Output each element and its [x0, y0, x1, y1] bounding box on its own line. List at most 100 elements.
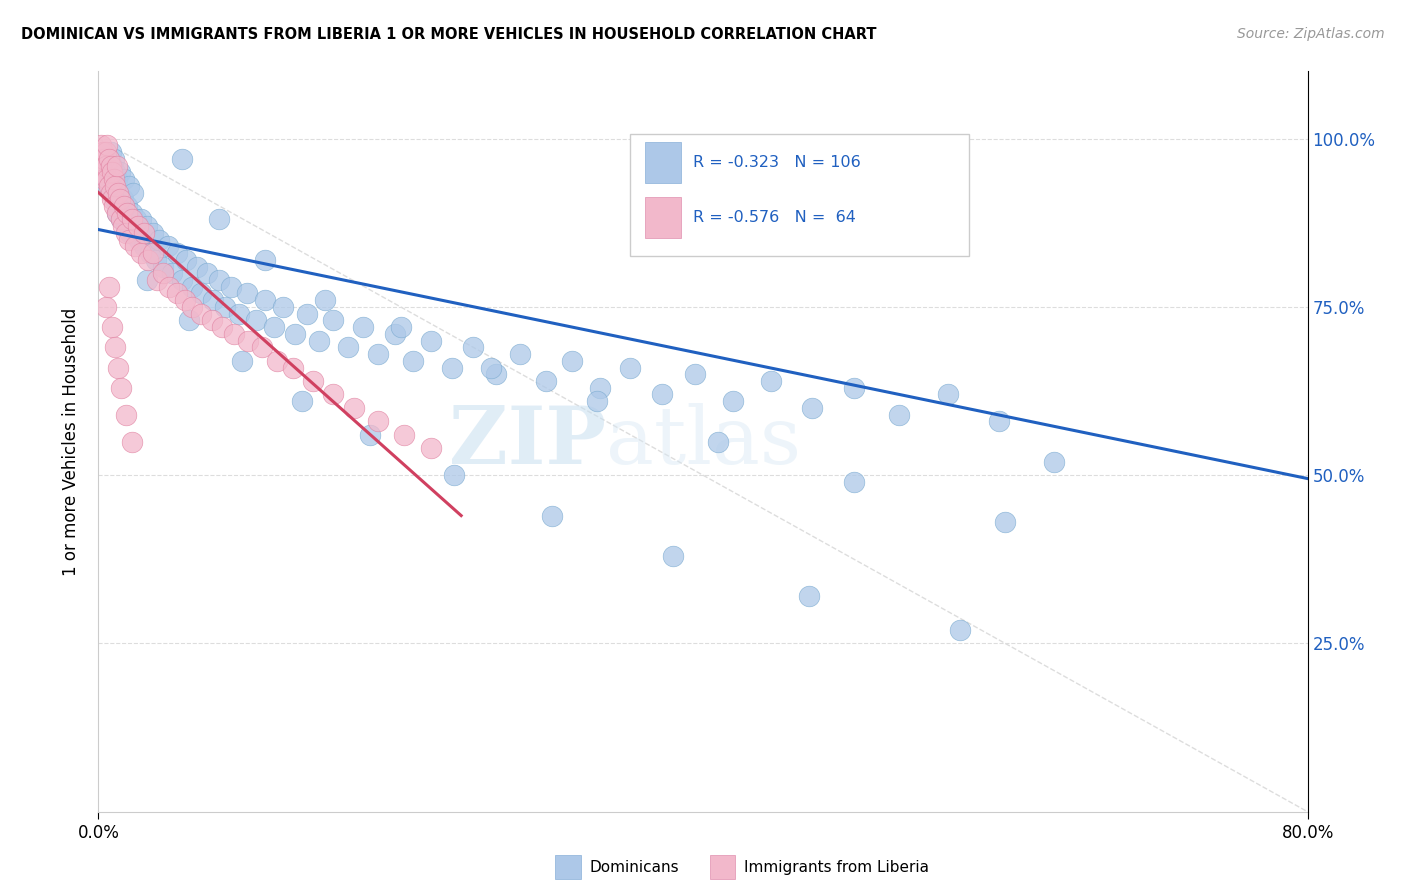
- Point: [103, 152, 125, 166]
- Point: [308, 334, 330, 348]
- Point: [103, 172, 125, 186]
- Point: [136, 252, 159, 267]
- Point: [104, 165, 127, 179]
- Point: [266, 353, 288, 368]
- Point: [101, 186, 124, 200]
- Point: [108, 165, 131, 179]
- Point: [114, 408, 136, 422]
- Point: [214, 300, 236, 314]
- Point: [142, 226, 165, 240]
- Point: [844, 475, 866, 489]
- Point: [135, 219, 157, 234]
- Point: [100, 145, 122, 160]
- Point: [271, 300, 294, 314]
- Point: [142, 246, 165, 260]
- Point: [100, 172, 122, 186]
- Point: [127, 219, 149, 234]
- Point: [105, 159, 128, 173]
- Point: [107, 360, 129, 375]
- Point: [100, 159, 122, 173]
- Point: [231, 353, 253, 368]
- Point: [336, 340, 359, 354]
- Point: [98, 279, 121, 293]
- Text: R = -0.323   N = 106: R = -0.323 N = 106: [693, 155, 860, 170]
- Point: [284, 326, 307, 341]
- Point: [485, 368, 508, 382]
- Point: [723, 394, 745, 409]
- Point: [360, 427, 382, 442]
- Point: [98, 152, 121, 166]
- Point: [253, 252, 276, 267]
- Text: R = -0.576   N =  64: R = -0.576 N = 64: [693, 211, 856, 226]
- Point: [236, 334, 259, 348]
- Bar: [645, 143, 682, 183]
- Point: [589, 381, 612, 395]
- Point: [195, 266, 218, 280]
- Point: [94, 300, 117, 314]
- Point: [224, 326, 246, 341]
- Point: [540, 508, 562, 523]
- Point: [797, 590, 820, 604]
- Point: [441, 360, 464, 375]
- Point: [181, 279, 204, 293]
- Point: [101, 165, 124, 179]
- Point: [159, 279, 181, 293]
- Point: [93, 172, 115, 186]
- Point: [98, 165, 121, 179]
- Point: [949, 623, 972, 637]
- Point: [103, 178, 125, 193]
- Point: [988, 414, 1011, 428]
- Point: [104, 340, 127, 354]
- Point: [759, 374, 782, 388]
- Point: [179, 313, 201, 327]
- Point: [129, 246, 152, 260]
- Point: [707, 434, 730, 449]
- Point: [586, 394, 609, 409]
- Point: [121, 434, 143, 449]
- Point: [98, 178, 121, 193]
- Point: [135, 273, 157, 287]
- Point: [844, 381, 866, 395]
- Point: [389, 320, 412, 334]
- Point: [651, 387, 673, 401]
- Point: [121, 212, 143, 227]
- Point: [114, 219, 136, 234]
- Text: ZIP: ZIP: [450, 402, 606, 481]
- Point: [263, 320, 285, 334]
- Point: [90, 159, 112, 173]
- Point: [208, 273, 231, 287]
- Point: [112, 199, 135, 213]
- Point: [90, 138, 112, 153]
- Point: [322, 313, 344, 327]
- Point: [112, 172, 135, 186]
- Point: [110, 212, 132, 227]
- Point: [107, 186, 129, 200]
- Point: [96, 159, 118, 173]
- Point: [114, 226, 136, 240]
- Point: [170, 152, 193, 166]
- Point: [295, 307, 318, 321]
- Point: [245, 313, 267, 327]
- Point: [132, 226, 155, 240]
- Point: [253, 293, 276, 308]
- Point: [202, 293, 225, 308]
- Point: [120, 226, 142, 240]
- Point: [132, 239, 155, 253]
- Point: [107, 186, 129, 200]
- Point: [343, 401, 366, 415]
- Point: [420, 334, 443, 348]
- Point: [162, 266, 184, 280]
- Point: [166, 286, 188, 301]
- Point: [994, 516, 1017, 530]
- Text: atlas: atlas: [606, 402, 801, 481]
- Point: [128, 233, 150, 247]
- Point: [463, 340, 485, 354]
- Point: [250, 340, 273, 354]
- Point: [201, 313, 224, 327]
- Point: [211, 320, 233, 334]
- Point: [105, 205, 128, 219]
- Point: [936, 387, 959, 401]
- Point: [302, 374, 325, 388]
- Point: [443, 468, 465, 483]
- Point: [181, 300, 204, 314]
